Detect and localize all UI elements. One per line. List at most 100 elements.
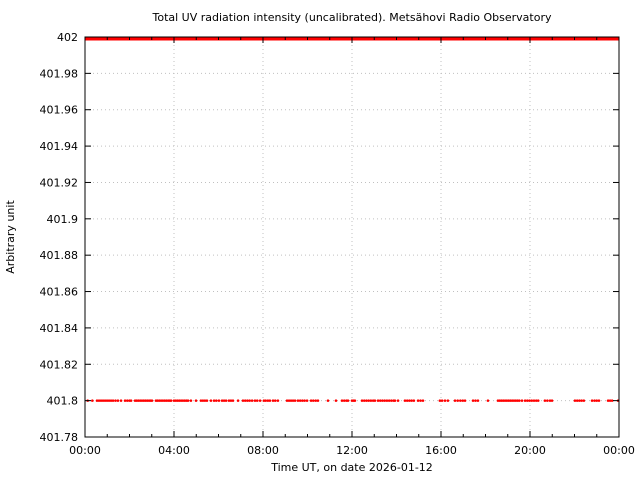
data-point [140, 399, 144, 402]
data-point [311, 399, 315, 402]
data-point [289, 399, 293, 402]
x-tick-label: 04:00 [158, 444, 190, 457]
data-point [217, 399, 221, 402]
data-point [250, 399, 254, 402]
data-point [578, 399, 581, 402]
data-point [301, 399, 304, 402]
data-point [150, 399, 154, 402]
data-point [371, 399, 375, 402]
tick-label-layer: 00:00 04:00 08:00 12:00 16:00 20:00 00:00 402 40… [40, 31, 635, 457]
data-point [176, 399, 179, 402]
y-tick-label: 401.92 [40, 176, 79, 189]
data-point [138, 399, 142, 402]
data-point [385, 399, 389, 402]
data-point [179, 399, 183, 402]
data-point [419, 399, 422, 402]
x-tick-label: 00:00 [603, 444, 635, 457]
data-point [516, 399, 519, 402]
data-point [125, 399, 129, 402]
data-point [158, 399, 161, 402]
data-point [194, 399, 198, 402]
data-point [412, 399, 416, 402]
data-point [186, 399, 190, 402]
data-point [438, 399, 442, 402]
data-point [518, 399, 521, 402]
data-point [507, 399, 510, 402]
y-tick-label: 401.9 [47, 213, 79, 226]
data-point [334, 399, 338, 402]
data-point [212, 399, 216, 402]
data-point [474, 399, 477, 402]
data-point [346, 399, 350, 402]
data-point [220, 399, 224, 402]
data-point [303, 399, 306, 402]
data-point [144, 399, 147, 402]
data-point [268, 399, 272, 402]
data-point [101, 399, 105, 402]
data-point [266, 399, 270, 402]
data-point [459, 399, 462, 402]
data-point [446, 399, 450, 402]
data-point [165, 399, 168, 402]
y-tick-label: 401.82 [40, 358, 79, 371]
data-point [378, 399, 382, 402]
data-point [367, 399, 370, 402]
data-point [276, 399, 280, 402]
data-point [403, 399, 407, 402]
data-point [178, 399, 181, 402]
x-tick-label: 16:00 [425, 444, 457, 457]
data-point [593, 399, 596, 402]
data-point [514, 399, 518, 402]
data-point [305, 399, 309, 402]
y-tick-label: 402 [57, 31, 78, 44]
data-point [123, 399, 127, 402]
data-point [129, 399, 133, 402]
data-point [111, 399, 115, 402]
data-point [546, 399, 549, 402]
y-tick-label: 401.88 [40, 249, 79, 262]
data-point [205, 399, 209, 402]
data-point [314, 399, 318, 402]
data-point [222, 399, 226, 402]
data-point [410, 399, 413, 402]
data-point [246, 399, 249, 402]
data-point [105, 399, 109, 402]
data-point [532, 399, 536, 402]
data-point [97, 399, 101, 402]
data-point [227, 399, 231, 402]
data-point [241, 399, 245, 402]
data-point [505, 399, 509, 402]
data-point [440, 399, 444, 402]
data-point [119, 399, 123, 402]
chart-title: Total UV radiation intensity (uncalibrat… [152, 11, 552, 24]
data-point [548, 399, 552, 402]
data-point [172, 399, 176, 402]
data-point [608, 399, 612, 402]
data-point [340, 399, 344, 402]
data-point [381, 399, 384, 402]
data-point [201, 399, 205, 402]
data-point [498, 399, 502, 402]
data-point [610, 399, 614, 402]
x-tick-label: 00:00 [69, 444, 101, 457]
data-point [550, 399, 554, 402]
data-point [393, 399, 397, 402]
x-tick-label: 20:00 [514, 444, 546, 457]
data-point [214, 399, 218, 402]
data-point [109, 399, 113, 402]
data-point [342, 399, 346, 402]
data-point [91, 399, 94, 402]
y-tick-label: 401.84 [40, 322, 79, 335]
y-tick-label: 401.98 [40, 67, 79, 80]
data-point [248, 399, 251, 402]
data-point [528, 399, 531, 402]
data-point [287, 399, 291, 402]
data-point [163, 399, 166, 402]
data-point [146, 399, 149, 402]
data-point [512, 399, 516, 402]
data-point [453, 399, 457, 402]
data-point [262, 399, 266, 402]
x-tick-label: 12:00 [336, 444, 368, 457]
data-point [387, 399, 391, 402]
